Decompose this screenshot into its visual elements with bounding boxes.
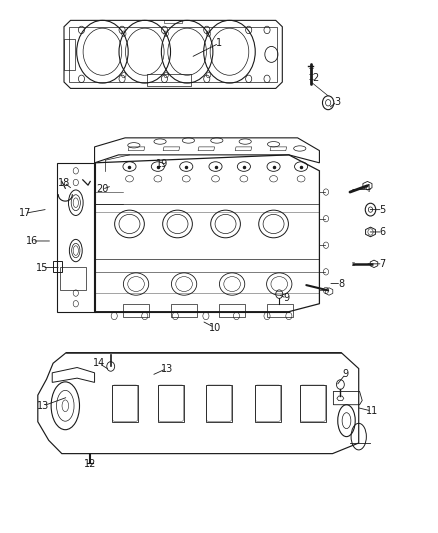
- Text: 2: 2: [312, 73, 318, 83]
- Text: 19: 19: [156, 159, 168, 169]
- Text: 14: 14: [93, 358, 105, 368]
- Text: 7: 7: [380, 259, 386, 269]
- Text: 6: 6: [380, 227, 386, 237]
- Text: 9: 9: [343, 369, 349, 379]
- Text: 13: 13: [37, 401, 49, 411]
- Text: 5: 5: [380, 205, 386, 215]
- Text: 9: 9: [284, 293, 290, 303]
- Text: 8: 8: [338, 279, 344, 288]
- Text: 16: 16: [26, 236, 38, 246]
- Text: 10: 10: [208, 322, 221, 333]
- Text: 18: 18: [58, 177, 70, 188]
- Text: 13: 13: [160, 364, 173, 374]
- Text: 15: 15: [36, 263, 48, 272]
- Text: 1: 1: [216, 38, 222, 48]
- Text: 17: 17: [18, 208, 31, 219]
- Text: 3: 3: [334, 96, 340, 107]
- Text: 11: 11: [366, 406, 378, 416]
- Text: 12: 12: [84, 459, 96, 469]
- Text: 4: 4: [364, 184, 371, 195]
- Text: 20: 20: [96, 184, 108, 195]
